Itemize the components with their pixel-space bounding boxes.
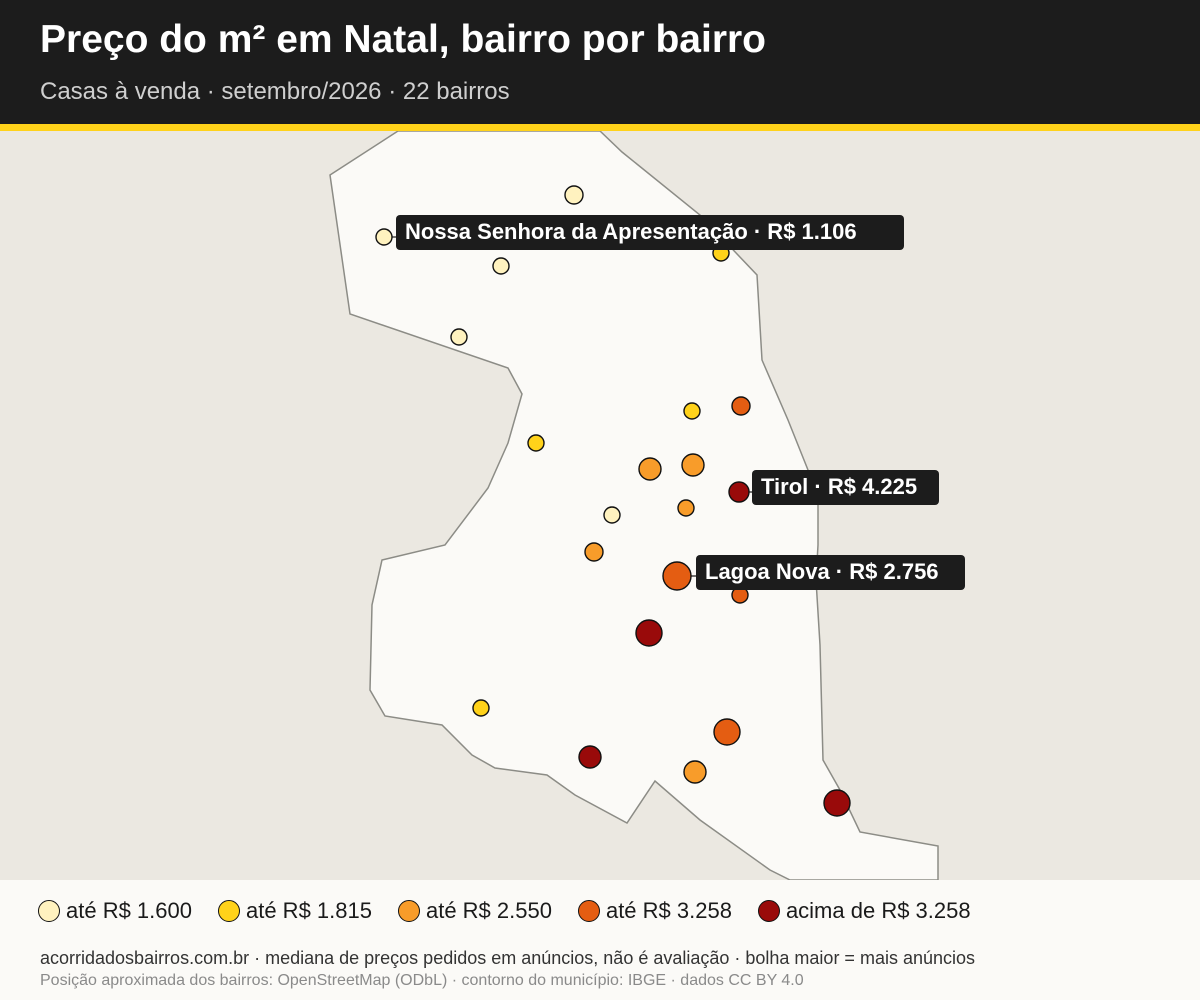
neighborhood-bubble-15[interactable] bbox=[662, 561, 692, 591]
neighborhood-bubble-3[interactable] bbox=[492, 257, 510, 275]
legend-item-tier-4: até R$ 3.258 bbox=[577, 898, 732, 924]
neighborhood-bubble-12[interactable] bbox=[677, 499, 695, 517]
callout-box-2 bbox=[752, 470, 939, 505]
callout-text-3: Lagoa Nova · R$ 2.756 bbox=[705, 559, 939, 584]
legend-item-tier-1: até R$ 1.600 bbox=[38, 898, 192, 924]
neighborhood-bubble-9[interactable] bbox=[638, 457, 662, 481]
legend-item-tier-5: acima de R$ 3.258 bbox=[757, 898, 971, 924]
page-title: Preço do m² em Natal, bairro por bairro bbox=[40, 18, 766, 61]
neighborhood-bubble-21[interactable] bbox=[683, 760, 707, 784]
neighborhood-bubble-22[interactable] bbox=[823, 789, 851, 817]
map-canvas[interactable]: Nossa Senhora da Apresentação · R$ 1.106… bbox=[0, 131, 1200, 880]
footer: até R$ 1.600 até R$ 1.815 até R$ 2.550 a… bbox=[0, 880, 1200, 1000]
legend-label-tier-2: até R$ 1.815 bbox=[245, 898, 372, 923]
legend-swatch-tier-1 bbox=[38, 900, 60, 922]
legend-label-tier-4: até R$ 3.258 bbox=[605, 898, 732, 923]
legend-swatch-tier-3 bbox=[397, 900, 420, 922]
neighborhood-bubble-8[interactable] bbox=[527, 434, 545, 452]
neighborhood-bubbles bbox=[375, 185, 851, 817]
callout-label-2: Tirol · R$ 4.225 bbox=[752, 470, 939, 505]
neighborhood-bubble-14[interactable] bbox=[584, 542, 604, 562]
neighborhood-bubble-2[interactable] bbox=[375, 228, 393, 246]
neighborhood-bubble-6[interactable] bbox=[731, 396, 751, 416]
neighborhood-bubble-5[interactable] bbox=[450, 328, 468, 346]
header-bar: Preço do m² em Natal, bairro por bairro … bbox=[0, 0, 1200, 124]
neighborhood-bubble-7[interactable] bbox=[683, 402, 701, 420]
legend: até R$ 1.600 até R$ 1.815 até R$ 2.550 a… bbox=[38, 898, 997, 924]
neighborhood-bubble-10[interactable] bbox=[681, 453, 705, 477]
neighborhood-bubble-18[interactable] bbox=[472, 699, 490, 717]
callout-text-2: Tirol · R$ 4.225 bbox=[761, 474, 917, 499]
legend-label-tier-1: até R$ 1.600 bbox=[66, 898, 192, 923]
legend-swatch-tier-5 bbox=[757, 900, 780, 922]
legend-item-tier-2: até R$ 1.815 bbox=[217, 898, 372, 924]
legend-item-tier-3: até R$ 2.550 bbox=[397, 898, 552, 924]
callout-box-3 bbox=[696, 555, 965, 590]
footer-credits: Posição aproximada dos bairros: OpenStre… bbox=[40, 972, 804, 989]
page-subtitle: Casas à venda · setembro/2026 · 22 bairr… bbox=[40, 78, 510, 105]
neighborhood-bubble-17[interactable] bbox=[635, 619, 663, 647]
callout-label-3: Lagoa Nova · R$ 2.756 bbox=[696, 555, 965, 590]
callout-text-1: Nossa Senhora da Apresentação · R$ 1.106 bbox=[405, 219, 857, 244]
legend-swatch-tier-4 bbox=[577, 900, 600, 922]
callout-labels: Nossa Senhora da Apresentação · R$ 1.106… bbox=[396, 215, 965, 590]
legend-swatch-tier-2 bbox=[217, 900, 240, 922]
accent-stripe bbox=[0, 124, 1200, 131]
neighborhood-bubble-11[interactable] bbox=[728, 481, 750, 503]
legend-label-tier-5: acima de R$ 3.258 bbox=[785, 898, 971, 923]
neighborhood-bubble-1[interactable] bbox=[564, 185, 584, 205]
callout-label-1: Nossa Senhora da Apresentação · R$ 1.106 bbox=[396, 215, 904, 250]
footer-note: acorridadosbairros.com.br · mediana de p… bbox=[40, 948, 976, 968]
callout-box-1 bbox=[396, 215, 904, 250]
neighborhood-bubble-19[interactable] bbox=[713, 718, 741, 746]
legend-label-tier-3: até R$ 2.550 bbox=[425, 898, 552, 923]
neighborhood-bubble-13[interactable] bbox=[603, 506, 621, 524]
neighborhood-bubble-20[interactable] bbox=[578, 745, 602, 769]
municipality-outline bbox=[329, 131, 939, 880]
